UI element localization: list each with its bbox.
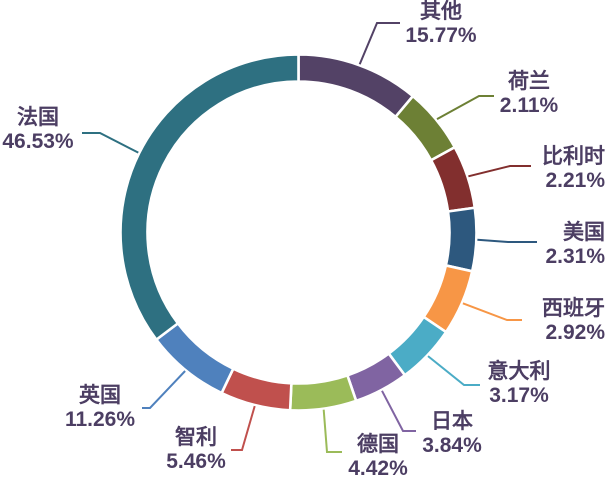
slice-netherlands xyxy=(394,94,457,162)
slice-france xyxy=(119,53,300,341)
leader-japan xyxy=(381,390,416,432)
leader-italy xyxy=(427,355,480,386)
leader-other xyxy=(358,22,400,65)
slice-other xyxy=(297,53,415,119)
slice-usa xyxy=(444,206,478,273)
leader-belgium xyxy=(468,165,531,178)
leader-netherlands xyxy=(436,95,494,120)
slice-uk xyxy=(155,322,235,395)
slice-belgium xyxy=(429,145,477,213)
leader-spain xyxy=(462,302,522,321)
leader-france xyxy=(82,132,139,154)
leader-chile xyxy=(231,405,256,451)
leader-usa xyxy=(477,238,537,243)
slice-germany xyxy=(288,374,358,412)
leader-uk xyxy=(142,370,186,409)
leader-germany xyxy=(322,409,342,453)
slice-chile xyxy=(220,367,293,412)
